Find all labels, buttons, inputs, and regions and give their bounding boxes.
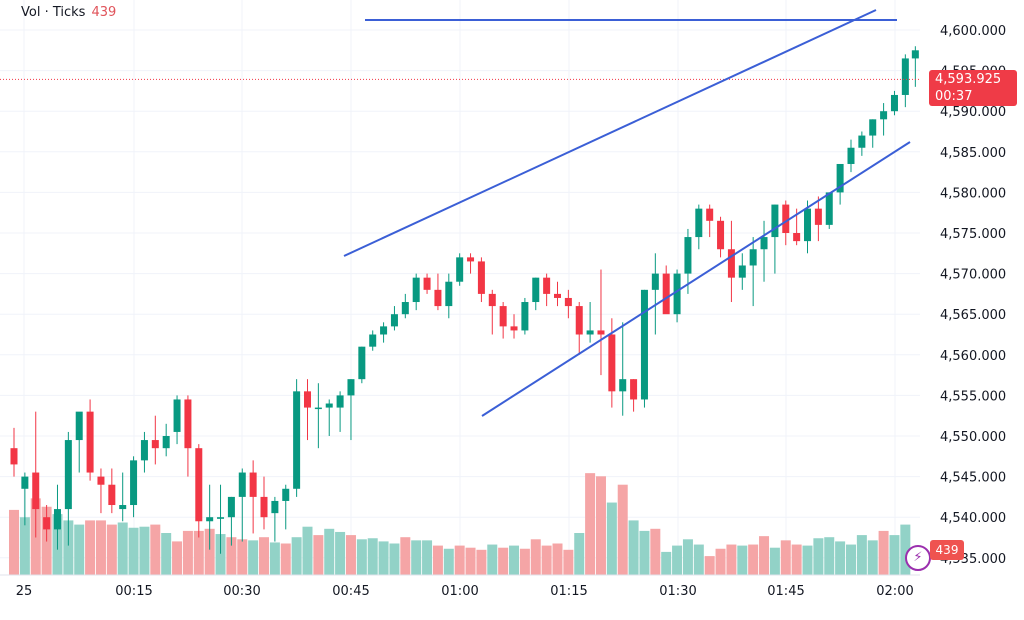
legend-value: 439: [91, 5, 117, 20]
price-tick-label: 4,555.000: [940, 389, 1006, 404]
time-tick-label: 01:00: [441, 584, 478, 599]
time-tick-label: 00:45: [332, 584, 369, 599]
time-tick-label: 01:15: [550, 584, 587, 599]
upper-channel-trendline[interactable]: [343, 9, 877, 257]
time-tick-label: 25: [16, 584, 33, 599]
last-price-value: 4,593.925: [935, 72, 1002, 87]
price-tick-label: 4,600.000: [940, 24, 1006, 39]
last-price-tag: 4,593.925 00:37: [929, 70, 1017, 106]
price-tick-label: 4,565.000: [940, 308, 1006, 323]
bar-countdown: 00:37: [935, 89, 973, 104]
time-tick-label: 02:00: [876, 584, 913, 599]
time-tick-label: 00:15: [115, 584, 152, 599]
time-tick-label: 00:30: [223, 584, 260, 599]
price-tick-label: 4,560.000: [940, 349, 1006, 364]
price-tick-label: 4,590.000: [940, 105, 1006, 120]
lower-channel-trendline[interactable]: [481, 141, 911, 417]
time-tick-label: 01:30: [659, 584, 696, 599]
trendlines[interactable]: [343, 9, 911, 417]
price-tick-label: 4,570.000: [940, 268, 1006, 283]
legend-label: Vol · Ticks: [21, 5, 86, 20]
price-tick-label: 4,585.000: [940, 146, 1006, 161]
price-tick-label: 4,550.000: [940, 430, 1006, 445]
price-tick-label: 4,580.000: [940, 186, 1006, 201]
grid-lines: [0, 0, 920, 575]
price-tick-label: 4,575.000: [940, 227, 1006, 242]
time-axis[interactable]: 25 00:15 00:30 00:45 01:00 01:15 01:30 01:45 02:…: [16, 584, 914, 599]
price-candles: [10, 46, 919, 554]
price-tick-label: 4,540.000: [940, 511, 1006, 526]
time-tick-label: 01:45: [767, 584, 804, 599]
volume-tag: 439: [930, 540, 964, 560]
lightning-icon[interactable]: ⚡: [905, 545, 931, 571]
volume-legend: Vol · Ticks 439: [21, 5, 116, 20]
price-tick-label: 4,545.000: [940, 471, 1006, 486]
